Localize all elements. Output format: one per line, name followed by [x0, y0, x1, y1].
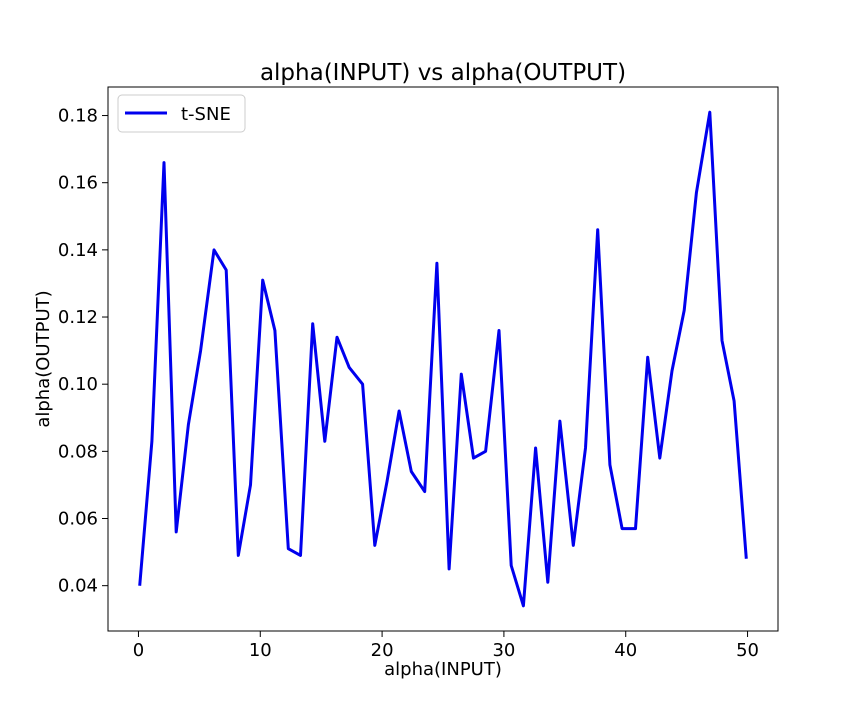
series-line-t-sne: [138, 110, 748, 608]
y-tick-label: 0.14: [58, 240, 98, 261]
x-tick-label: 30: [492, 640, 515, 661]
x-tick-label: 20: [371, 640, 394, 661]
x-axis: 0 10 20 30 40 50: [133, 631, 759, 661]
x-tick-label: 50: [736, 640, 759, 661]
series-layer: [138, 110, 748, 608]
x-tick-label: 40: [614, 640, 637, 661]
y-tick-label: 0.18: [58, 106, 98, 127]
legend: t-SNE: [117, 94, 246, 133]
y-axis: 0.04 0.06 0.08 0.10 0.12 0.14 0.16 0.18: [58, 106, 108, 597]
y-tick-label: 0.04: [58, 576, 98, 597]
y-tick-label: 0.16: [58, 173, 98, 194]
y-tick-label: 0.06: [58, 509, 98, 530]
legend-box: [117, 94, 246, 133]
plot-area: [107, 86, 779, 632]
chart-title: alpha(INPUT) vs alpha(OUTPUT): [260, 60, 626, 86]
y-tick-label: 0.08: [58, 441, 98, 462]
x-tick-label: 0: [133, 640, 144, 661]
legend-label-t-sne: t-SNE: [181, 104, 231, 125]
x-axis-label: alpha(INPUT): [384, 659, 502, 680]
x-tick-label: 10: [249, 640, 272, 661]
y-axis-label: alpha(OUTPUT): [33, 290, 54, 427]
y-tick-label: 0.10: [58, 374, 98, 395]
y-tick-label: 0.12: [58, 307, 98, 328]
